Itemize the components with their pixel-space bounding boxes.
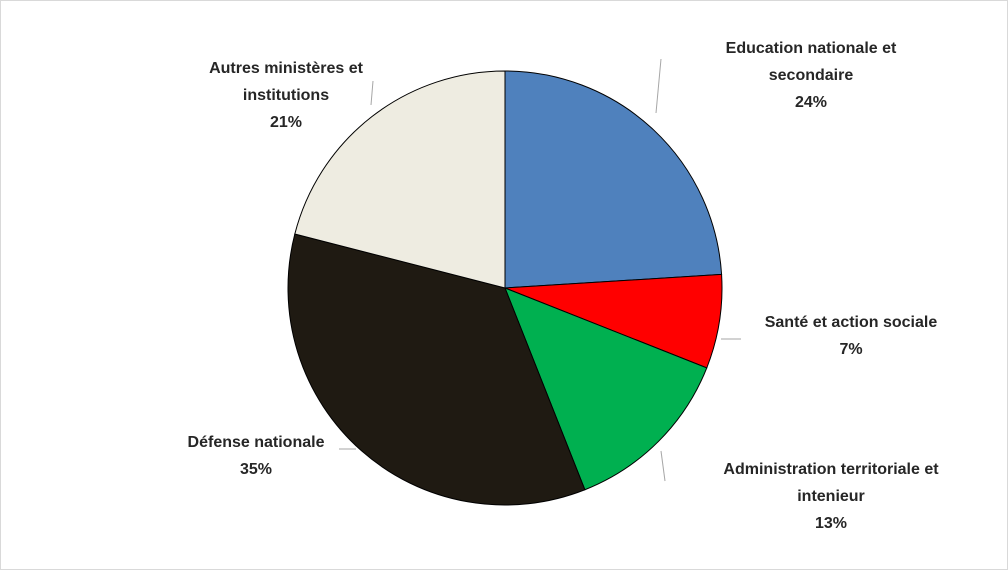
- pie-slice: [504, 70, 723, 289]
- value-label: 24%: [794, 94, 828, 111]
- slice-label: Autres ministères et institutions 21%: [181, 55, 391, 136]
- value-label: 13%: [814, 515, 848, 532]
- slice-label: Administration territoriale et intenieur…: [691, 456, 971, 537]
- leader-lines: [339, 58, 741, 482]
- slice-label: Education nationale et secondaire 24%: [691, 35, 931, 116]
- slice-label: Défense nationale 35%: [151, 429, 361, 483]
- category-label: Administration territoriale et intenieur: [723, 461, 939, 505]
- pie-slice: [504, 287, 708, 491]
- category-label: Défense nationale: [187, 434, 325, 451]
- category-label: Education nationale et secondaire: [725, 40, 897, 84]
- category-label: Autres ministères et institutions: [209, 60, 363, 104]
- category-label: Santé et action sociale: [764, 314, 938, 331]
- value-label: 21%: [269, 114, 303, 131]
- value-label: 35%: [239, 461, 273, 478]
- value-label: 7%: [839, 341, 863, 358]
- slice-label: Santé et action sociale 7%: [731, 309, 971, 363]
- pie-slice: [287, 233, 586, 506]
- pie-slice: [294, 70, 506, 289]
- leader-line: [655, 58, 662, 114]
- leader-line: [370, 80, 374, 106]
- leader-line: [660, 450, 666, 482]
